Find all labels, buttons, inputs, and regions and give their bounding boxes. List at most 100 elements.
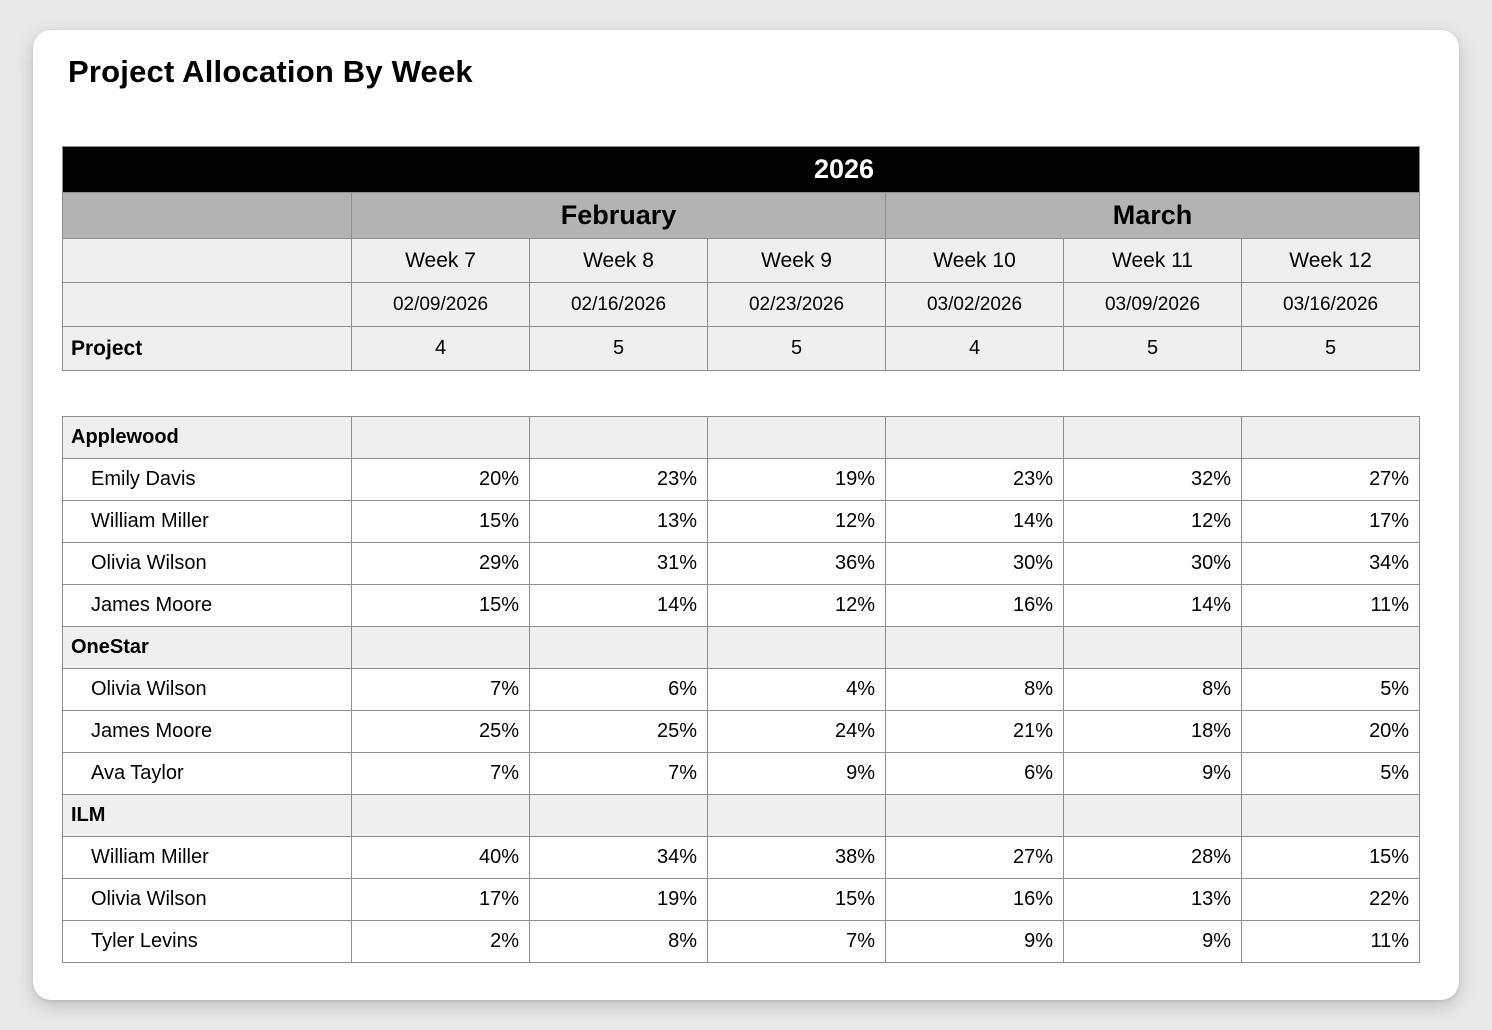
allocation-cell: 27% bbox=[885, 836, 1064, 879]
member-row: Ava Taylor 7% 7% 9% 6% 9% 5% bbox=[62, 752, 1421, 795]
group-header-cell bbox=[885, 416, 1064, 459]
member-row: Emily Davis 20% 23% 19% 23% 32% 27% bbox=[62, 458, 1421, 501]
group-header-cell bbox=[707, 794, 886, 837]
allocation-cell: 25% bbox=[351, 710, 530, 753]
allocation-cell: 11% bbox=[1240, 920, 1421, 963]
allocation-cell: 24% bbox=[707, 710, 886, 753]
allocation-cell: 23% bbox=[885, 458, 1064, 501]
allocation-cell: 38% bbox=[707, 836, 886, 879]
project-week-count: 5 bbox=[1240, 326, 1421, 371]
allocation-cell: 14% bbox=[885, 500, 1064, 543]
member-name: Emily Davis bbox=[62, 458, 352, 501]
group-header-cell bbox=[351, 794, 530, 837]
allocation-cell: 32% bbox=[1063, 458, 1242, 501]
group-header-cell bbox=[1063, 626, 1242, 669]
member-name: Olivia Wilson bbox=[62, 668, 352, 711]
allocation-table: 2026 February March Week 7 Week 8 Week 9 Week … bbox=[61, 146, 1421, 963]
allocation-cell: 8% bbox=[1063, 668, 1242, 711]
project-week-count: 4 bbox=[885, 326, 1064, 371]
group-header-cell bbox=[529, 626, 708, 669]
allocation-cell: 13% bbox=[529, 500, 708, 543]
date-header: 03/16/2026 bbox=[1240, 282, 1421, 327]
allocation-cell: 34% bbox=[529, 836, 708, 879]
allocation-cell: 30% bbox=[885, 542, 1064, 585]
allocation-cell: 15% bbox=[707, 878, 886, 921]
allocation-cell: 23% bbox=[529, 458, 708, 501]
member-name: Ava Taylor bbox=[62, 752, 352, 795]
spacer-row bbox=[62, 370, 1420, 417]
allocation-cell: 34% bbox=[1240, 542, 1421, 585]
allocation-cell: 9% bbox=[707, 752, 886, 795]
member-name: Tyler Levins bbox=[62, 920, 352, 963]
allocation-cell: 16% bbox=[885, 878, 1064, 921]
allocation-cell: 12% bbox=[1063, 500, 1242, 543]
project-week-count: 4 bbox=[351, 326, 530, 371]
allocation-cell: 7% bbox=[351, 668, 530, 711]
allocation-cell: 9% bbox=[1063, 752, 1242, 795]
date-header: 02/09/2026 bbox=[351, 282, 530, 327]
week-header: Week 8 bbox=[529, 238, 708, 283]
allocation-cell: 7% bbox=[529, 752, 708, 795]
member-row: James Moore 25% 25% 24% 21% 18% 20% bbox=[62, 710, 1421, 753]
group-header-cell bbox=[351, 626, 530, 669]
allocation-cell: 25% bbox=[529, 710, 708, 753]
allocation-cell: 5% bbox=[1240, 752, 1421, 795]
allocation-cell: 27% bbox=[1240, 458, 1421, 501]
allocation-cell: 11% bbox=[1240, 584, 1421, 627]
year-row: 2026 bbox=[61, 146, 1421, 193]
allocation-cell: 28% bbox=[1063, 836, 1242, 879]
allocation-cell: 14% bbox=[1063, 584, 1242, 627]
allocation-cell: 13% bbox=[1063, 878, 1242, 921]
allocation-cell: 15% bbox=[351, 500, 530, 543]
date-header: 02/16/2026 bbox=[529, 282, 708, 327]
week-corner-cell bbox=[62, 238, 352, 283]
date-corner-cell bbox=[62, 282, 352, 327]
allocation-cell: 4% bbox=[707, 668, 886, 711]
member-name: James Moore bbox=[62, 710, 352, 753]
allocation-cell: 15% bbox=[1240, 836, 1421, 879]
group-header-cell bbox=[707, 626, 886, 669]
allocation-cell: 6% bbox=[529, 668, 708, 711]
week-header: Week 7 bbox=[351, 238, 530, 283]
project-row-label: Project bbox=[62, 326, 352, 371]
month-row: February March bbox=[62, 192, 1421, 239]
project-week-count: 5 bbox=[707, 326, 886, 371]
page-title: Project Allocation By Week bbox=[68, 54, 473, 89]
project-week-count: 5 bbox=[529, 326, 708, 371]
allocation-cell: 12% bbox=[707, 584, 886, 627]
member-row: James Moore 15% 14% 12% 16% 14% 11% bbox=[62, 584, 1421, 627]
allocation-cell: 7% bbox=[707, 920, 886, 963]
allocation-cell: 7% bbox=[351, 752, 530, 795]
group-header-cell bbox=[1063, 794, 1242, 837]
group-name-ilm: ILM bbox=[62, 794, 352, 837]
group-header-cell bbox=[351, 416, 530, 459]
member-name: William Miller bbox=[62, 500, 352, 543]
allocation-cell: 29% bbox=[351, 542, 530, 585]
member-row: William Miller 40% 34% 38% 27% 28% 15% bbox=[62, 836, 1421, 879]
week-row: Week 7 Week 8 Week 9 Week 10 Week 11 Week 12 bbox=[62, 238, 1421, 283]
group-header-cell bbox=[529, 416, 708, 459]
month-header-february: February bbox=[351, 192, 886, 239]
allocation-cell: 36% bbox=[707, 542, 886, 585]
group-header-cell bbox=[707, 416, 886, 459]
allocation-cell: 31% bbox=[529, 542, 708, 585]
member-name: Olivia Wilson bbox=[62, 878, 352, 921]
group-header-cell bbox=[1240, 416, 1421, 459]
group-name-onestar: OneStar bbox=[62, 626, 352, 669]
member-name: Olivia Wilson bbox=[62, 542, 352, 585]
week-header: Week 12 bbox=[1240, 238, 1421, 283]
project-week-count: 5 bbox=[1063, 326, 1242, 371]
allocation-cell: 17% bbox=[351, 878, 530, 921]
allocation-cell: 18% bbox=[1063, 710, 1242, 753]
allocation-cell: 5% bbox=[1240, 668, 1421, 711]
allocation-cell: 16% bbox=[885, 584, 1064, 627]
allocation-cell: 20% bbox=[1240, 710, 1421, 753]
year-band: 2026 bbox=[61, 146, 1421, 193]
allocation-cell: 9% bbox=[885, 920, 1064, 963]
allocation-cell: 8% bbox=[529, 920, 708, 963]
member-row: Olivia Wilson 7% 6% 4% 8% 8% 5% bbox=[62, 668, 1421, 711]
allocation-cell: 21% bbox=[885, 710, 1064, 753]
allocation-cell: 19% bbox=[707, 458, 886, 501]
allocation-cell: 2% bbox=[351, 920, 530, 963]
spacer-cell bbox=[62, 370, 1420, 417]
